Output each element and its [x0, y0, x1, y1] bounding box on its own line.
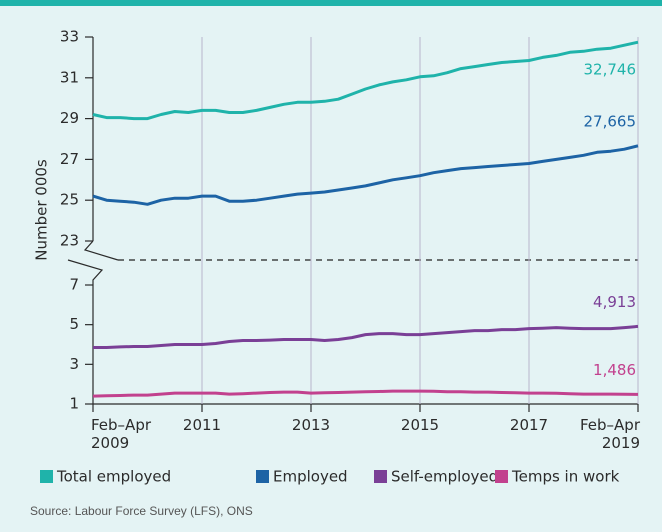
x-tick-label: Feb–Apr 2019	[579, 416, 640, 452]
series-line	[92, 144, 639, 206]
y-axis-title: Number 000s	[33, 159, 51, 261]
x-tick-label: 2011	[182, 416, 222, 434]
value-label: 27,665	[584, 112, 637, 130]
legend-swatch	[374, 470, 387, 483]
series-line	[93, 324, 639, 349]
series-line	[92, 389, 639, 398]
legend-label: Temps in work	[511, 468, 620, 486]
source: Source: Labour Force Survey (LFS), ONS	[30, 504, 253, 518]
axis-break	[67, 259, 104, 404]
top-bar	[0, 0, 662, 6]
legend-swatch	[495, 470, 508, 483]
y-tick-label: 23	[60, 232, 79, 250]
value-label: 4,913	[593, 293, 636, 311]
y-tick-label: 31	[60, 68, 79, 86]
y-tick-label: 33	[60, 28, 79, 46]
x-tick-label: Feb–Apr 2009	[91, 416, 152, 452]
value-label: 1,486	[593, 361, 636, 379]
legend-swatch	[40, 470, 53, 483]
x-tick-label: 2013	[291, 416, 331, 434]
x-tick-label: 2017	[509, 416, 549, 434]
y-tick-label: 1	[69, 395, 79, 413]
legend-label: Total employed	[56, 468, 171, 486]
y-tick-label: 3	[69, 355, 79, 373]
x-tick-label: 2015	[400, 416, 440, 434]
axis-break	[83, 240, 119, 261]
y-tick-label: 29	[60, 109, 79, 127]
y-tick-label: 25	[60, 191, 79, 209]
y-tick-label: 27	[60, 150, 79, 168]
y-tick-label: 7	[69, 276, 79, 294]
legend-swatch	[256, 470, 269, 483]
legend-label: Self-employed	[391, 468, 498, 486]
legend-label: Employed	[273, 468, 348, 486]
value-label: 32,746	[584, 61, 637, 79]
series-line	[92, 40, 639, 121]
y-tick-label: 5	[69, 315, 79, 333]
